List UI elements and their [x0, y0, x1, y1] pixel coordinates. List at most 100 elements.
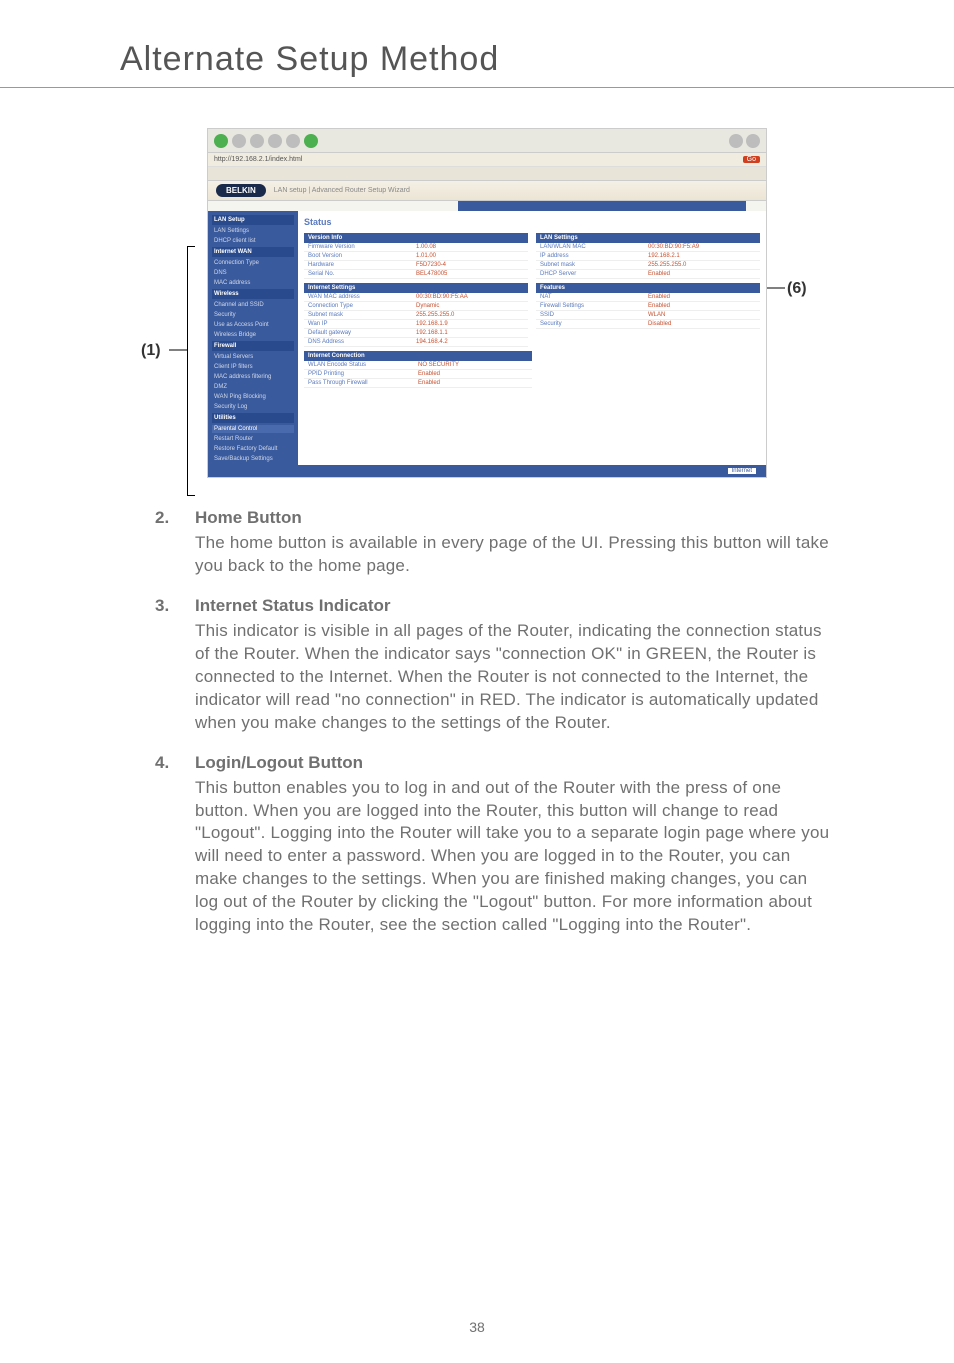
section-title: Home Button: [195, 508, 302, 528]
sidebar-item[interactable]: WAN Ping Blocking: [212, 393, 294, 401]
section-title: Login/Logout Button: [195, 753, 363, 773]
panel-row: Internet Connection WLAN Encode StatusNO…: [304, 351, 760, 388]
sidebar-item[interactable]: Client IP filters: [212, 363, 294, 371]
panel-label: Firewall Settings: [540, 303, 648, 309]
section-num: 3.: [155, 596, 179, 616]
panel-value: 1.00.08: [416, 244, 524, 250]
panel-label: Firmware Version: [308, 244, 416, 250]
panel-label: Subnet mask: [540, 262, 648, 268]
callout-1: (1): [141, 342, 161, 360]
section-body: This indicator is visible in all pages o…: [195, 620, 834, 735]
panel-label: Subnet mask: [308, 312, 416, 318]
panel-label: NAT: [540, 294, 648, 300]
sidebar-item[interactable]: Virtual Servers: [212, 353, 294, 361]
sidebar-item[interactable]: Parental Control: [212, 425, 294, 433]
home-icon[interactable]: [286, 134, 300, 148]
panel-label: DHCP Server: [540, 271, 648, 277]
panel-value: Enabled: [418, 380, 528, 386]
back-icon[interactable]: [214, 134, 228, 148]
section-num: 2.: [155, 508, 179, 528]
bracket-1: [187, 246, 195, 496]
fav-icon[interactable]: [304, 134, 318, 148]
body-content: 2. Home Button The home button is availa…: [0, 508, 954, 937]
page-title: Alternate Setup Method: [0, 0, 954, 88]
panel-label: SSID: [540, 312, 648, 318]
sidebar-item[interactable]: Save/Backup Settings: [212, 455, 294, 463]
panel-value: Enabled: [648, 303, 756, 309]
panel-value: NO SECURITY: [418, 362, 528, 368]
panel-head: Internet Connection: [304, 351, 532, 361]
go-button[interactable]: Go: [743, 156, 760, 163]
panel-label: Security: [540, 321, 648, 327]
tool-icon[interactable]: [729, 134, 743, 148]
panel-value: 192.168.1.1: [416, 330, 524, 336]
panel-value: Disabled: [648, 321, 756, 327]
sidebar-item[interactable]: Use as Access Point: [212, 321, 294, 329]
version-panel: Version Info Firmware Version1.00.08 Boo…: [304, 233, 528, 279]
sidebar-item[interactable]: DMZ: [212, 383, 294, 391]
sidebar-item[interactable]: Connection Type: [212, 259, 294, 267]
sidebar-item[interactable]: Restore Factory Default: [212, 445, 294, 453]
main-panel: Status Version Info Firmware Version1.00…: [298, 211, 766, 477]
panel-value: BEL478005: [416, 271, 524, 277]
figure: (10) (2) (5) (4) (3) (1) (6) (7) (8) (9): [127, 128, 827, 478]
panel-value: 192.168.1.9: [416, 321, 524, 327]
panel-value: WLAN: [648, 312, 756, 318]
panel-label: Serial No.: [308, 271, 416, 277]
tool2-icon[interactable]: [746, 134, 760, 148]
sidebar-item[interactable]: MAC address: [212, 279, 294, 287]
search-strip: [208, 167, 766, 181]
sb-head: Firewall: [212, 341, 294, 351]
sb-head: LAN Setup: [212, 215, 294, 225]
forward-icon[interactable]: [232, 134, 246, 148]
panel-label: Hardware: [308, 262, 416, 268]
lan-panel: LAN Settings LAN/WLAN MAC00:30:BD:90:F5:…: [536, 233, 760, 279]
panel-row: Version Info Firmware Version1.00.08 Boo…: [304, 233, 760, 279]
panel-row: Internet Settings WAN MAC address00:30:B…: [304, 283, 760, 347]
panel-label: PPID Printing: [308, 371, 418, 377]
browser-toolbar: [208, 129, 766, 153]
sb-head: Utilities: [212, 413, 294, 423]
panel-value: 255.255.255.0: [416, 312, 524, 318]
panel-value: 255.255.255.0: [648, 262, 756, 268]
stop-icon[interactable]: [250, 134, 264, 148]
panel-value: Dynamic: [416, 303, 524, 309]
page-number: 38: [0, 1319, 954, 1335]
sidebar-item[interactable]: DHCP client list: [212, 237, 294, 245]
section-3: 3. Internet Status Indicator This indica…: [155, 596, 834, 735]
section-num: 4.: [155, 753, 179, 773]
sidebar-item[interactable]: Restart Router: [212, 435, 294, 443]
panel-label: WAN MAC address: [308, 294, 416, 300]
panel-label: Pass Through Firewall: [308, 380, 418, 386]
panel-value: Enabled: [648, 271, 756, 277]
belkin-subtitle: LAN setup | Advanced Router Setup Wizard: [274, 187, 410, 194]
sidebar-item[interactable]: Security Log: [212, 403, 294, 411]
panel-value: 194.168.4.2: [416, 339, 524, 345]
panel-head: Version Info: [304, 233, 528, 243]
sidebar-item[interactable]: Security: [212, 311, 294, 319]
panel-label: WLAN Encode Status: [308, 362, 418, 368]
sidebar-item[interactable]: MAC address filtering: [212, 373, 294, 381]
panel-label: Default gateway: [308, 330, 416, 336]
section-title: Internet Status Indicator: [195, 596, 391, 616]
content-area: LAN Setup LAN Settings DHCP client list …: [208, 211, 766, 477]
top-nav: [458, 201, 746, 211]
router-footer: Internet: [208, 465, 766, 477]
panel-head: LAN Settings: [536, 233, 760, 243]
sidebar-item[interactable]: Channel and SSID: [212, 301, 294, 309]
panel-label: Boot Version: [308, 253, 416, 259]
belkin-bar: BELKIN LAN setup | Advanced Router Setup…: [208, 181, 766, 201]
sidebar-item[interactable]: DNS: [212, 269, 294, 277]
sidebar: LAN Setup LAN Settings DHCP client list …: [208, 211, 298, 477]
sb-head: Internet WAN: [212, 247, 294, 257]
panel-label: Connection Type: [308, 303, 416, 309]
section-body: The home button is available in every pa…: [195, 532, 834, 578]
panel-value: 192.168.2.1: [648, 253, 756, 259]
footer-text: Internet: [728, 468, 756, 474]
status-label: Status: [304, 217, 760, 227]
panel-value: F5D7230-4: [416, 262, 524, 268]
conn-panel: Internet Connection WLAN Encode StatusNO…: [304, 351, 532, 388]
refresh-icon[interactable]: [268, 134, 282, 148]
sidebar-item[interactable]: LAN Settings: [212, 227, 294, 235]
sidebar-item[interactable]: Wireless Bridge: [212, 331, 294, 339]
